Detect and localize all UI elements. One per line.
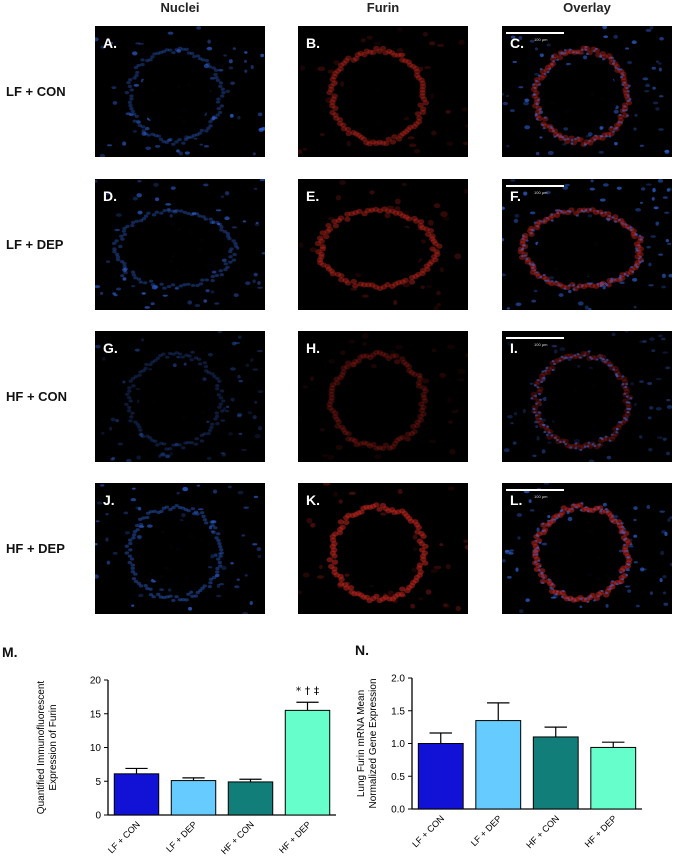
- chart-furin-mrna: 0.0 0.5 1.0 1.5 2.0 Lung Furin mRNA Mean Norma…: [356, 674, 642, 850]
- bar-hf-dep: [284, 709, 331, 816]
- bar-hf-con: [532, 736, 579, 810]
- micrograph-image: [95, 484, 262, 614]
- micrograph-hf-con-overlay: I. 100 µm: [502, 331, 672, 462]
- scale-bar: [506, 337, 564, 339]
- panel-letter: H.: [306, 340, 320, 356]
- y-tick-label: 5: [95, 777, 101, 788]
- x-tick-label: HF + CON: [219, 819, 256, 856]
- x-tick-label: LF + DEP: [164, 819, 199, 854]
- scale-bar: [506, 185, 564, 187]
- y-tick-label: 20: [90, 676, 102, 687]
- y-tick-label: 0.5: [391, 772, 405, 783]
- y-axis-label: Lung Furin mRNA Mean: [356, 690, 367, 797]
- micrograph-lf-dep-overlay: F. 100 µm: [502, 179, 672, 310]
- scale-bar-label: 100 µm: [534, 494, 548, 499]
- panel-letter: I.: [510, 340, 518, 356]
- micrograph-hf-dep-nuclei: J.: [95, 483, 265, 614]
- micrograph-hf-dep-furin: K.: [298, 483, 468, 614]
- x-tick-label: LF + CON: [410, 813, 446, 849]
- panel-letter: D.: [103, 188, 117, 204]
- scale-bar: [506, 32, 564, 34]
- panel-letter: A.: [103, 35, 117, 51]
- micrograph-image: [95, 26, 265, 157]
- panel-letter: C.: [510, 35, 524, 51]
- row-label-lf-con: LF + CON: [6, 84, 66, 99]
- scale-bar-label: 100 µm: [534, 37, 548, 42]
- bar-hf-con: [227, 781, 274, 816]
- bar-hf-dep: [590, 746, 637, 810]
- bar-lf-dep: [475, 720, 522, 810]
- panel-letter: L.: [510, 492, 523, 508]
- y-tick-label: 10: [90, 743, 102, 754]
- micrograph-lf-con-nuclei: A.: [95, 26, 265, 157]
- micrograph-lf-dep-nuclei: D.: [95, 179, 265, 310]
- scale-bar-label: 100 µm: [534, 342, 548, 347]
- row-label-hf-dep: HF + DEP: [6, 541, 65, 556]
- panel-letter: E.: [306, 188, 320, 204]
- micrograph-image: [502, 483, 672, 614]
- micrograph-image: [298, 332, 468, 460]
- panel-letter: G.: [103, 340, 118, 356]
- y-axis-label: Normalized Gene Expression: [368, 678, 379, 808]
- scale-bar-label: 100 µm: [534, 190, 548, 195]
- chart-letter-m: M.: [2, 644, 18, 660]
- x-tick-label: HF + DEP: [277, 819, 313, 855]
- bar-lf-dep: [170, 780, 217, 816]
- x-tick-label: LF + CON: [106, 819, 142, 855]
- x-tick-label: LF + DEP: [469, 813, 504, 848]
- y-tick-label: 2.0: [391, 674, 405, 685]
- y-tick-label: 0.0: [391, 805, 405, 816]
- significance-annotation: * † ‡: [296, 684, 320, 697]
- y-tick-label: 1.0: [391, 739, 405, 750]
- chart-letter-n: N.: [355, 642, 369, 658]
- micrograph-image: [502, 179, 672, 310]
- panel-letter: B.: [306, 35, 320, 51]
- micrograph-lf-con-overlay: C. 100 µm: [502, 26, 672, 157]
- panel-letter: F.: [510, 188, 521, 204]
- y-axis-label: Expression of Furin: [48, 704, 59, 790]
- y-tick-label: 1.5: [391, 706, 405, 717]
- column-title-overlay: Overlay: [563, 0, 611, 15]
- panel-letter: K.: [306, 492, 320, 508]
- column-title-furin: Furin: [366, 0, 400, 15]
- micrograph-hf-con-nuclei: G.: [95, 331, 265, 462]
- y-tick-label: 15: [90, 709, 102, 720]
- micrograph-image: [503, 331, 672, 462]
- row-label-hf-con: HF + CON: [6, 389, 68, 404]
- micrograph-image: [298, 483, 468, 612]
- micrograph-lf-dep-furin: E.: [298, 179, 468, 310]
- micrograph-lf-con-furin: B.: [298, 26, 468, 157]
- micrograph-image: [298, 27, 468, 155]
- row-label-lf-dep: LF + DEP: [6, 237, 64, 252]
- scale-bar: [506, 489, 564, 491]
- x-tick-label: HF + CON: [524, 813, 561, 850]
- panel-letter: J.: [103, 492, 115, 508]
- bar-lf-con: [113, 773, 160, 816]
- y-axis-label: Quantified Immunofluorescent: [36, 681, 47, 815]
- y-tick-label: 0: [95, 811, 101, 822]
- column-title-nuclei: Nuclei: [160, 0, 200, 15]
- micrograph-image: [95, 179, 265, 309]
- x-tick-label: HF + DEP: [583, 813, 619, 849]
- micrograph-image: [298, 180, 468, 310]
- micrograph-image: [95, 331, 264, 462]
- micrograph-hf-con-furin: H.: [298, 331, 468, 462]
- bar-lf-con: [417, 743, 464, 810]
- micrograph-hf-dep-overlay: L. 100 µm: [502, 483, 672, 614]
- micrograph-image: [502, 26, 670, 156]
- chart-furin-immunofluorescence: 0 5 10 15 20 Quantified Immunofluorescent Expr…: [36, 676, 336, 856]
